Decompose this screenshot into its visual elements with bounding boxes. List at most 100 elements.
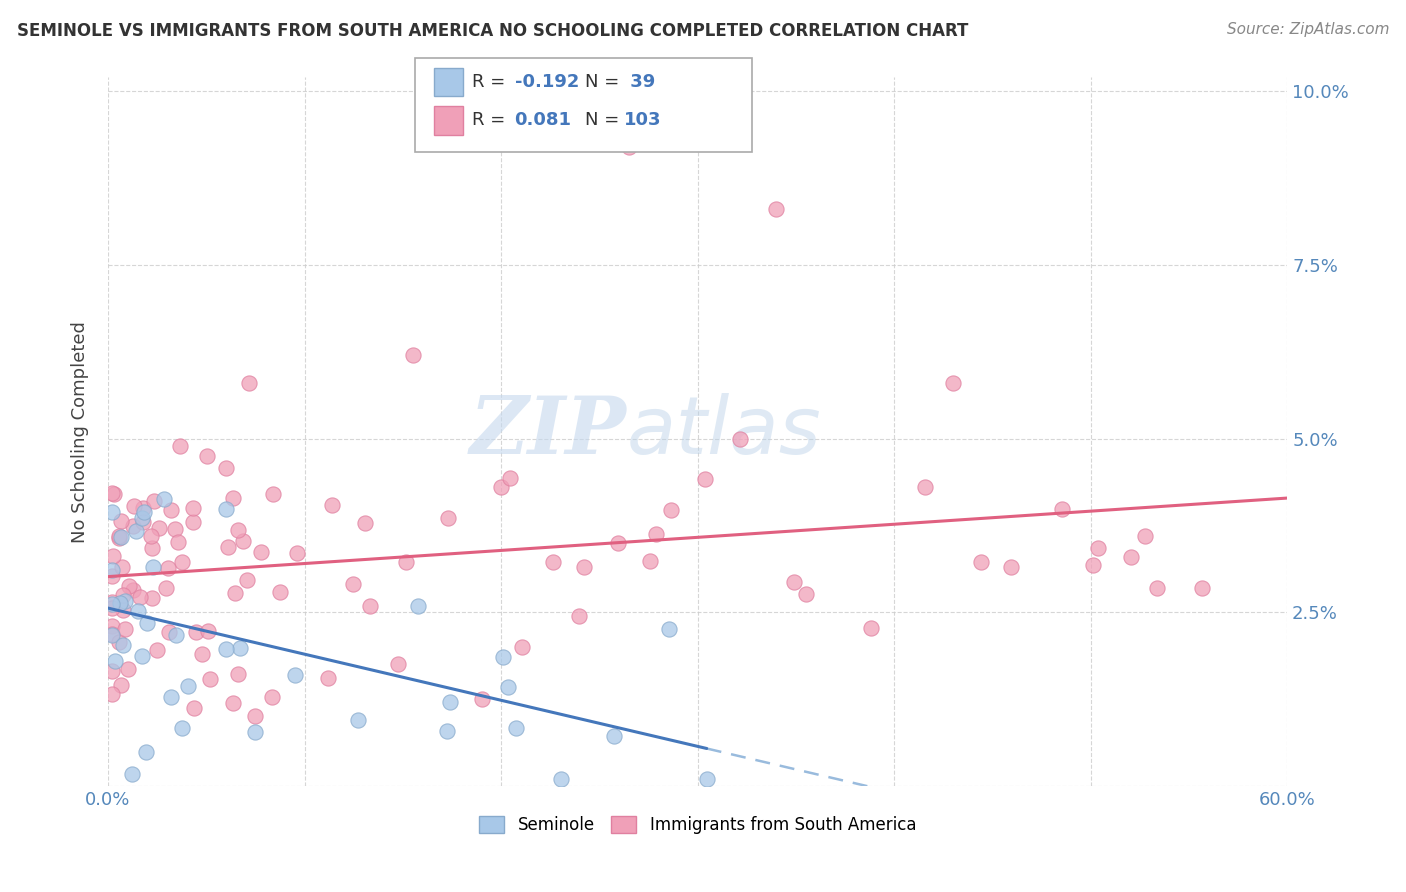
Point [541,555,564,569]
Point [156,560,179,574]
Point [195,449,218,463]
Point [238,376,260,390]
Y-axis label: No Schooling Completed: No Schooling Completed [72,321,89,542]
Point [342,577,364,591]
Point [439,695,461,709]
Point [101,687,124,701]
Text: 39: 39 [624,73,655,91]
Point [101,601,124,615]
Point [104,654,127,668]
Point [224,586,246,600]
Point [603,729,626,743]
Point [250,545,273,559]
Point [436,723,458,738]
Point [658,623,681,637]
Point [186,625,208,640]
Point [245,724,267,739]
Point [157,625,180,640]
Point [155,581,177,595]
Point [1133,529,1156,543]
Point [408,599,430,613]
Point [215,502,238,516]
Point [783,575,806,590]
Legend: Seminole, Immigrants from South America: Seminole, Immigrants from South America [479,816,917,834]
Point [108,596,131,610]
Point [471,691,494,706]
Point [284,668,307,682]
Point [101,549,124,564]
Point [122,519,145,533]
Point [181,501,204,516]
Point [114,622,136,636]
Point [568,608,591,623]
Point [200,672,222,686]
Point [181,516,204,530]
Point [136,615,159,630]
Point [141,591,163,606]
Point [169,439,191,453]
Point [146,643,169,657]
Point [228,640,250,655]
Text: 0.081: 0.081 [515,112,572,129]
Point [730,432,752,446]
Text: N =: N = [585,112,624,129]
Point [321,498,343,512]
Point [128,591,150,605]
Point [125,524,148,539]
Point [142,494,165,508]
Point [1191,581,1213,595]
Point [170,555,193,569]
Point [117,662,139,676]
Point [172,721,194,735]
Point [142,559,165,574]
Point [437,511,460,525]
Point [141,541,163,555]
Point [183,700,205,714]
Point [127,604,149,618]
Text: SEMINOLE VS IMMIGRANTS FROM SOUTH AMERICA NO SCHOOLING COMPLETED CORRELATION CHA: SEMINOLE VS IMMIGRANTS FROM SOUTH AMERIC… [17,22,969,40]
Point [165,522,187,536]
Point [167,535,190,549]
Point [1081,558,1104,573]
Point [101,628,124,642]
Text: 103: 103 [624,112,662,129]
Point [550,772,572,786]
Point [243,709,266,723]
Point [695,472,717,486]
Point [607,536,630,550]
Point [217,541,239,555]
Point [696,772,718,786]
Point [359,599,381,613]
Text: ZIP: ZIP [470,392,627,470]
Point [859,621,882,635]
Point [111,603,134,617]
Point [970,555,993,569]
Point [117,579,139,593]
Point [159,503,181,517]
Point [139,529,162,543]
Point [316,671,339,685]
Point [644,527,666,541]
Point [121,766,143,780]
Point [101,485,124,500]
Point [108,531,131,545]
Point [914,480,936,494]
Point [1000,560,1022,574]
Point [489,480,512,494]
Point [132,515,155,529]
Point [110,678,132,692]
Point [131,648,153,663]
Point [132,501,155,516]
Point [942,376,965,390]
Point [510,640,533,655]
Point [222,491,245,505]
Point [131,510,153,524]
Point [111,588,134,602]
Point [197,624,219,638]
Point [148,520,170,534]
Point [160,690,183,705]
Point [153,491,176,506]
Point [498,680,520,694]
Point [107,635,129,649]
Point [640,554,662,568]
